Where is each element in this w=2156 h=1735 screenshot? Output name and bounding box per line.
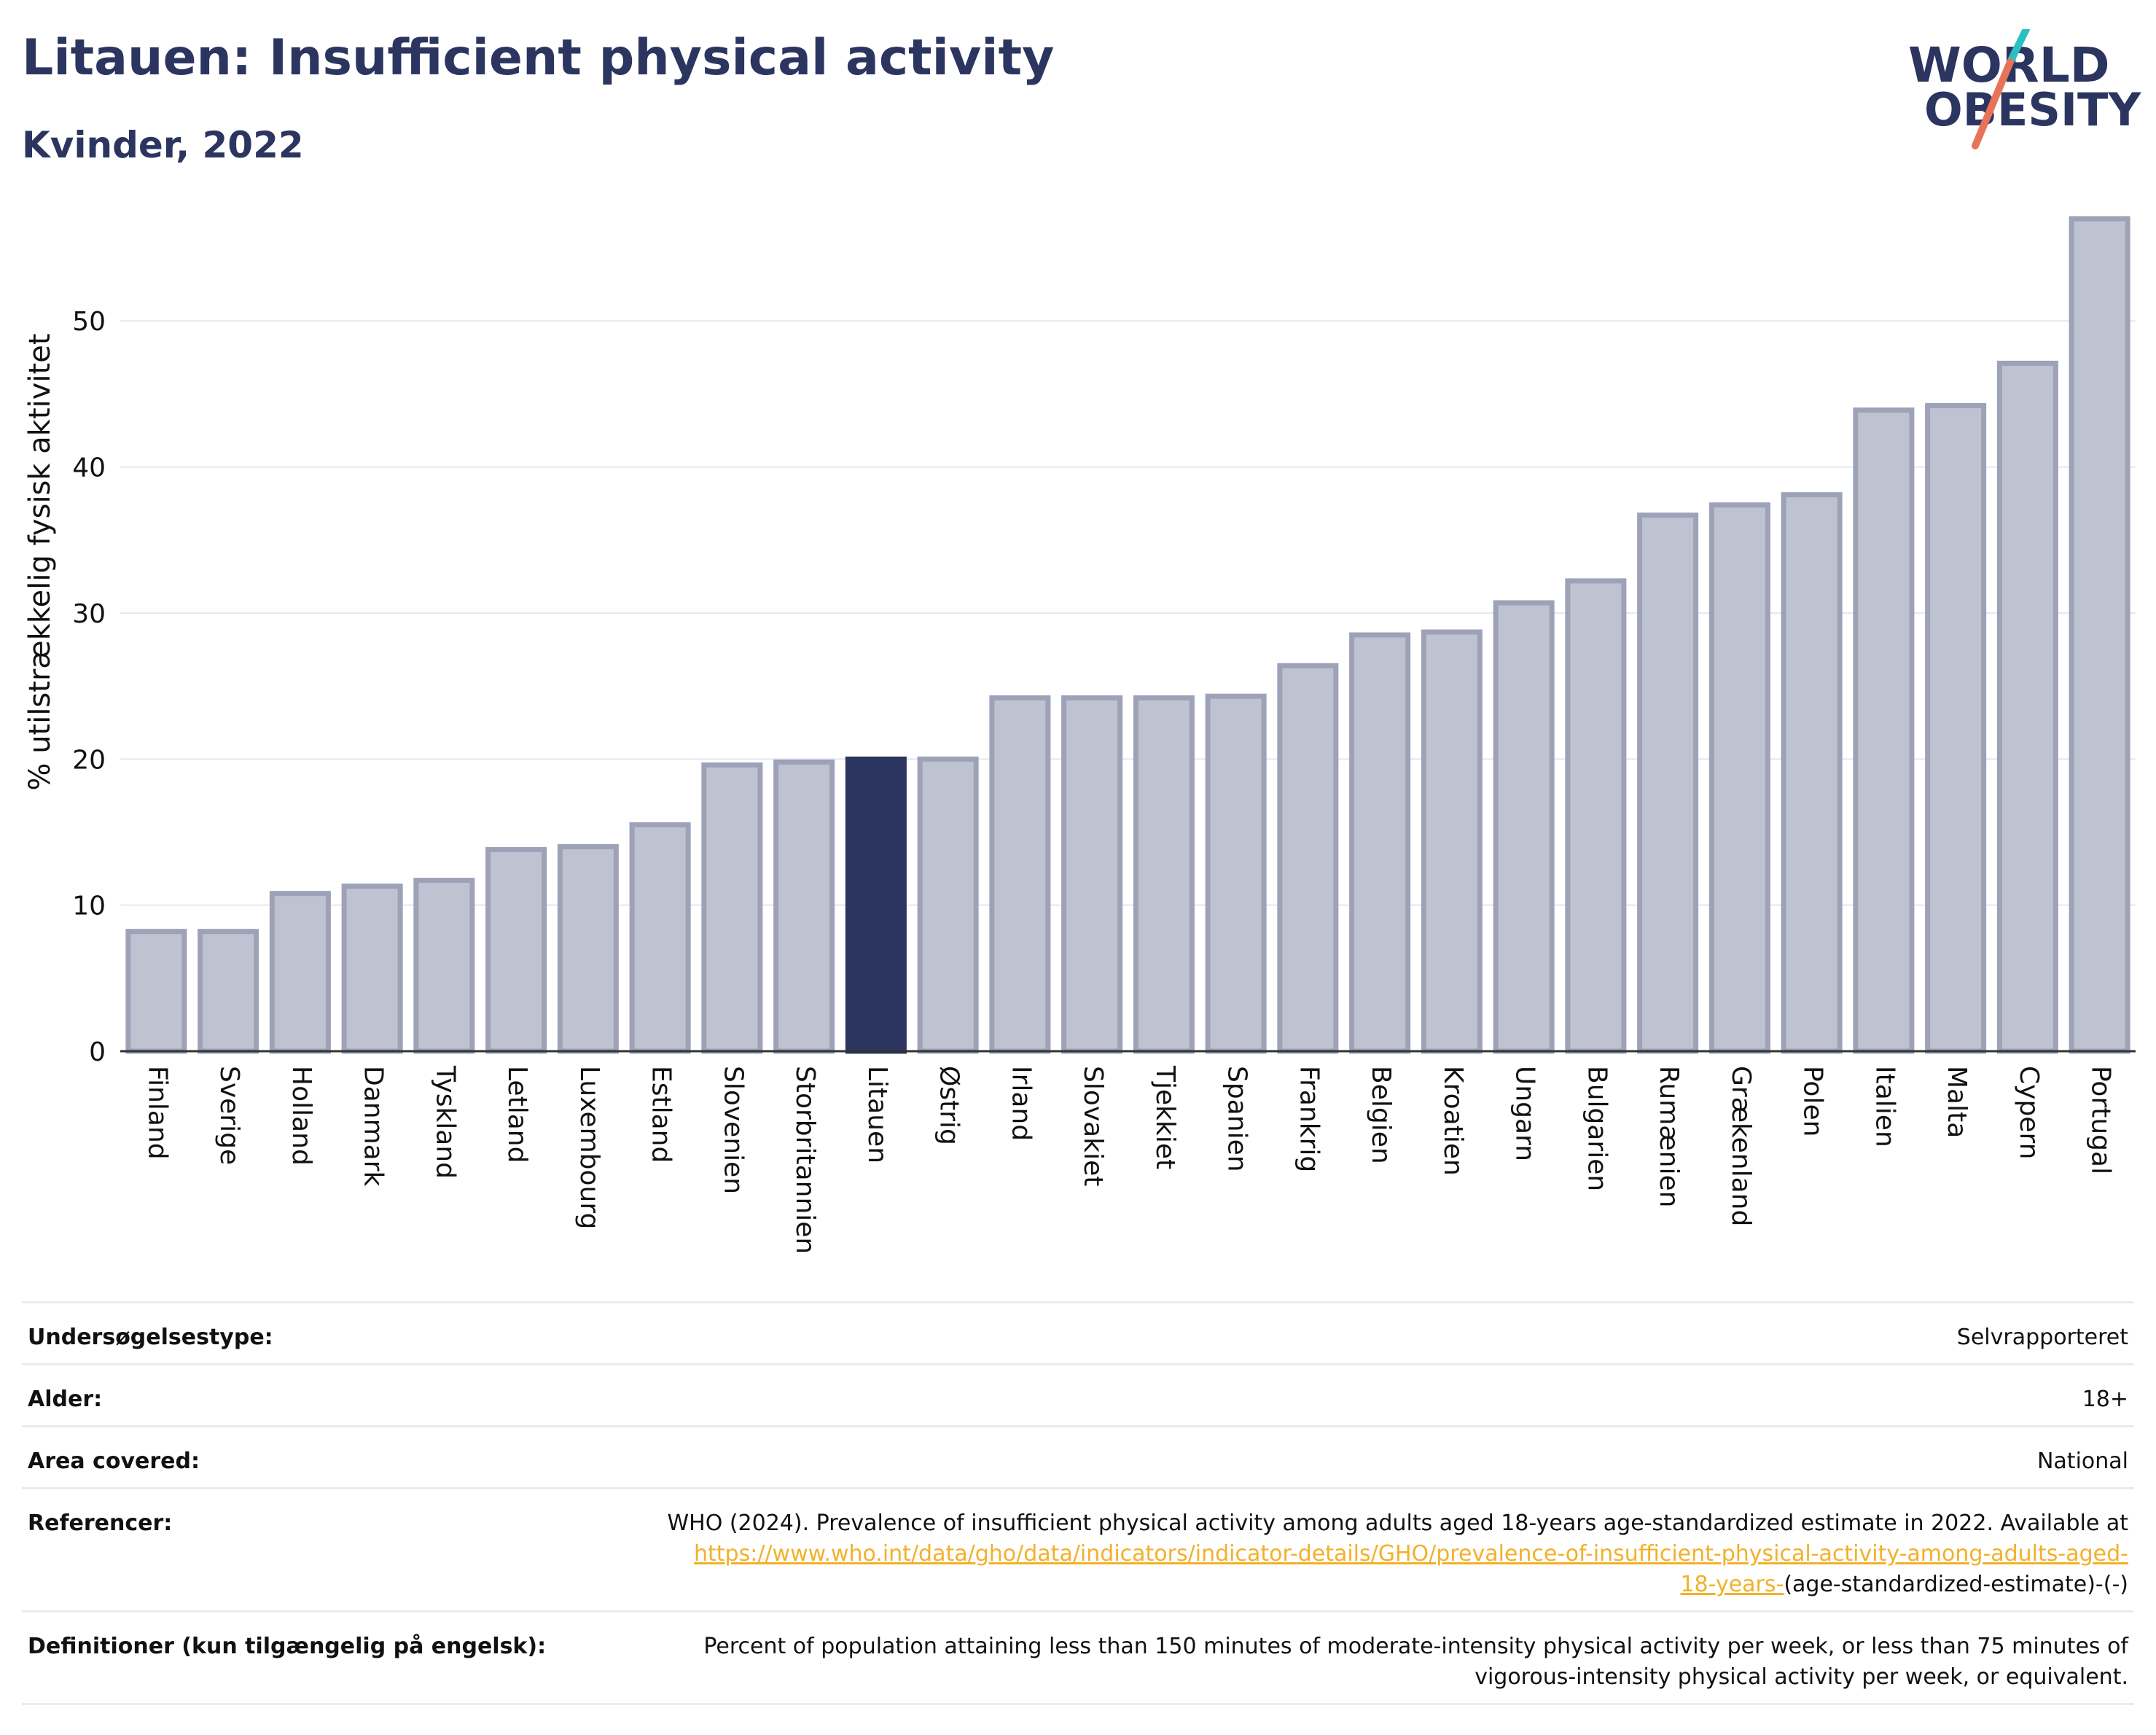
bar-luxembourg [557,844,619,1054]
x-tick-label: Østrig [934,1066,964,1145]
bars [125,216,2130,1054]
x-tick-label: Portugal [2086,1066,2116,1174]
x-tick-label: Bulgarien [1582,1066,1612,1191]
definition-text-continued: vigorous-intensity physical activity per… [1475,1664,2128,1690]
bar-spanien [1205,693,1267,1054]
bar-kroatien [1421,629,1483,1054]
bar-portugal [2069,216,2130,1054]
bar-finland [125,929,187,1054]
bar-irland [989,695,1051,1054]
y-tick-label: 50 [72,307,106,337]
x-tick-label: Tyskland [430,1065,460,1179]
x-tick-label: Malta [1942,1066,1972,1138]
y-tick-label: 20 [72,745,106,775]
reference-text: WHO (2024). Prevalence of insufficient p… [667,1510,2128,1536]
info-row-age: Alder: 18+ [22,1363,2134,1427]
bar-danmark [341,884,403,1054]
bar-frankrig [1277,663,1339,1054]
bar-cypern [1996,360,2058,1054]
x-tick-label: Rumænien [1654,1066,1684,1207]
page-title: Litauen: Insufficient physical activity [22,29,1055,87]
x-tick-label: Cypern [2014,1066,2044,1159]
x-tick-label: Polen [1798,1066,1828,1136]
y-tick-label: 40 [72,453,106,483]
x-tick-label: Sverige [214,1066,244,1165]
info-label: Definitioner (kun tilgængelig på engelsk… [22,1610,587,1705]
y-tick-label: 10 [72,892,106,921]
x-tick-label: Kroatien [1438,1066,1468,1176]
bar-rumænien [1637,512,1699,1054]
x-tick-label: Tjekkiet [1150,1065,1180,1169]
reference-link[interactable]: https://www.who.int/data/gho/data/indica… [694,1541,2128,1567]
logo-text-obesity: OBESITY [1924,83,2141,136]
x-tick-label: Estland [647,1066,676,1163]
bar-letland [485,847,547,1054]
y-tick-label: 0 [89,1037,106,1067]
info-label: Undersøgelsestype: [22,1301,587,1365]
x-tick-label: Litauen [862,1066,892,1163]
x-tick-label: Slovakiet [1078,1066,1108,1186]
x-tick-label: Slovenien [718,1066,748,1194]
bar-grækenland [1708,502,1770,1054]
bar-slovenien [701,762,763,1054]
bar-litauen [845,756,907,1054]
info-label: Alder: [22,1363,587,1427]
x-tick-label: Letland [502,1066,532,1163]
info-table: Undersøgelsestype: Selvrapporteret Alder… [22,1301,2134,1705]
x-tick-label: Irland [1006,1066,1036,1141]
x-tick-label: Italien [1870,1066,1899,1147]
bar-chart: 0 10 20 30 40 50 Finland Sverige Holland Danmark… [23,216,2136,1254]
x-tick-label: Frankrig [1294,1066,1324,1172]
bar-belgien [1349,632,1411,1054]
bar-italien [1853,407,1915,1054]
reference-link-continued[interactable]: 18-years- [1680,1572,1784,1597]
x-tick-label: Luxembourg [574,1066,604,1229]
y-tick-labels: 0 10 20 30 40 50 [72,307,106,1067]
logo-slash-coral [1972,58,2014,149]
bar-sverige [198,929,259,1054]
x-tick-label: Storbritannien [790,1066,820,1254]
x-tick-label: Grækenland [1726,1066,1756,1226]
bar-østrig [917,756,979,1054]
info-row-definitions: Definitioner (kun tilgængelig på engelsk… [22,1610,2134,1705]
bar-tyskland [413,878,475,1054]
bar-storbritannien [773,759,835,1054]
x-tick-label: Belgien [1366,1066,1396,1164]
info-value: 18+ [587,1363,2134,1427]
info-label: Referencer: [22,1487,587,1612]
info-row-survey-type: Undersøgelsestype: Selvrapporteret [22,1301,2134,1365]
bar-ungarn [1493,600,1555,1054]
x-tick-label: Finland [142,1066,172,1160]
bar-polen [1781,492,1843,1054]
x-tick-label: Holland [286,1066,316,1166]
x-tick-label: Ungarn [1510,1066,1540,1161]
reference-suffix: (age-standardized-estimate)-(-) [1784,1572,2128,1597]
x-tick-label: Spanien [1222,1066,1252,1172]
page-subtitle: Kvinder, 2022 [22,124,304,166]
x-tick-labels: Finland Sverige Holland Danmark Tyskland Letl… [142,1065,2115,1254]
bar-malta [1925,402,1987,1054]
bar-estland [629,822,691,1054]
x-tick-label: Danmark [359,1066,388,1187]
info-value: Selvrapporteret [587,1301,2134,1365]
info-label: Area covered: [22,1425,587,1489]
info-value: National [587,1425,2134,1489]
y-tick-label: 30 [72,599,106,629]
logo-slash-teal [2007,29,2030,66]
bar-bulgarien [1565,578,1627,1054]
bar-slovakiet [1061,695,1123,1054]
bar-tjekkiet [1133,695,1195,1054]
bar-holland [269,891,331,1054]
definition-text: Percent of population attaining less tha… [703,1634,2128,1659]
y-axis-label: % utilstrækkelig fysisk aktivitet [23,333,57,790]
info-row-references: Referencer: WHO (2024). Prevalence of in… [22,1487,2134,1612]
info-row-area: Area covered: National [22,1425,2134,1489]
world-obesity-logo: WORLD OBESITY [1908,29,2141,149]
